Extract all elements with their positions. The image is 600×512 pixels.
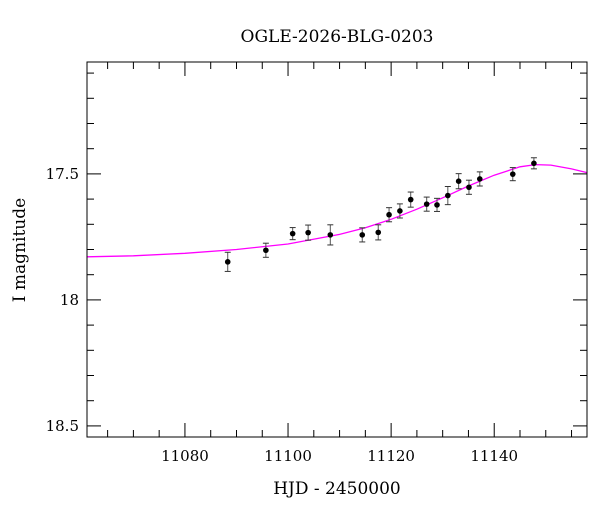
data-point	[375, 224, 382, 241]
y-tick-label: 18.5	[46, 417, 79, 435]
data-marker	[445, 192, 451, 199]
data-point	[305, 224, 312, 241]
chart-title: OGLE-2026-BLG-0203	[241, 27, 434, 47]
plot-frame	[86, 61, 588, 438]
data-marker	[531, 160, 537, 167]
data-point	[509, 167, 516, 182]
x-tick-label: 11100	[264, 447, 312, 465]
data-point	[434, 197, 440, 212]
data-marker	[407, 196, 414, 203]
data-marker	[359, 232, 366, 238]
data-marker	[327, 232, 334, 238]
x-tick-label: 11140	[470, 447, 518, 465]
data-point	[262, 242, 269, 258]
data-point	[327, 224, 334, 246]
data-marker	[423, 201, 430, 207]
data-point	[476, 171, 483, 187]
data-marker	[375, 229, 382, 236]
data-marker	[305, 229, 311, 236]
y-tick-label: 18	[60, 291, 79, 309]
data-point	[444, 185, 451, 206]
data-marker	[509, 171, 516, 177]
data-point	[530, 157, 537, 170]
data-marker	[455, 178, 462, 185]
data-marker	[224, 259, 231, 265]
data-marker	[476, 176, 483, 182]
x-tick-label: 11080	[161, 447, 209, 465]
x-axis-label: HJD - 2450000	[273, 479, 401, 499]
model-curve-group	[86, 163, 588, 258]
data-marker	[397, 208, 403, 214]
data-marker	[263, 247, 269, 254]
data-point	[423, 196, 430, 212]
y-axis-label: I magnitude	[10, 198, 30, 302]
data-point	[396, 203, 403, 219]
data-point	[289, 227, 296, 241]
data-points-group	[224, 157, 537, 272]
data-point	[359, 227, 366, 243]
data-point	[407, 191, 414, 208]
data-marker	[386, 211, 392, 218]
data-point	[455, 173, 462, 190]
data-marker	[434, 202, 440, 208]
data-point	[386, 207, 393, 223]
data-point	[465, 179, 472, 195]
data-marker	[289, 230, 296, 237]
axis-ticks: 11080 11100 11120 11140 17.5 18 18.5	[46, 62, 587, 465]
model-curve	[86, 163, 588, 258]
data-marker	[466, 184, 472, 191]
y-tick-label: 17.5	[46, 165, 79, 183]
x-tick-label: 11120	[367, 447, 415, 465]
data-point	[224, 251, 231, 272]
